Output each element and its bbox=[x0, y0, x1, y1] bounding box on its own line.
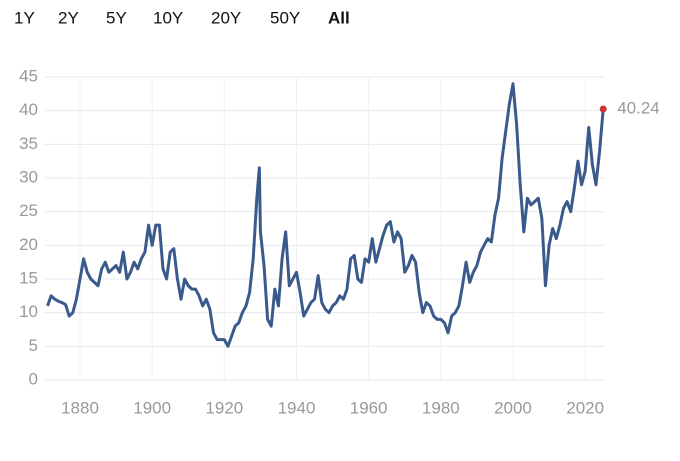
data-line bbox=[46, 82, 605, 348]
y-tick-label: 20 bbox=[19, 235, 38, 254]
x-tick-label: 1920 bbox=[205, 398, 243, 417]
range-button[interactable]: 20Y bbox=[211, 8, 241, 27]
range-button[interactable]: 2Y bbox=[58, 8, 79, 27]
end-value-label: 40.24 bbox=[617, 99, 660, 118]
range-button[interactable]: 1Y bbox=[14, 8, 35, 27]
range-button[interactable]: All bbox=[328, 8, 350, 27]
end-marker bbox=[599, 105, 607, 113]
range-button[interactable]: 10Y bbox=[153, 8, 183, 27]
range-button[interactable]: 50Y bbox=[270, 8, 300, 27]
y-tick-label: 30 bbox=[19, 167, 38, 186]
y-tick-label: 15 bbox=[19, 268, 38, 287]
x-tick-label: 1940 bbox=[278, 398, 316, 417]
y-tick-label: 45 bbox=[19, 66, 38, 85]
range-button[interactable]: 5Y bbox=[106, 8, 127, 27]
y-tick-label: 25 bbox=[19, 201, 38, 220]
y-tick-label: 40 bbox=[19, 100, 38, 119]
x-tick-label: 1980 bbox=[422, 398, 460, 417]
x-tick-label: 2020 bbox=[566, 398, 604, 417]
y-tick-label: 0 bbox=[29, 369, 38, 388]
y-tick-label: 10 bbox=[19, 302, 38, 321]
x-tick-label: 2000 bbox=[494, 398, 532, 417]
y-tick-label: 35 bbox=[19, 134, 38, 153]
x-tick-label: 1900 bbox=[133, 398, 171, 417]
y-tick-label: 5 bbox=[29, 336, 38, 355]
x-tick-label: 1880 bbox=[61, 398, 99, 417]
x-tick-label: 1960 bbox=[350, 398, 388, 417]
